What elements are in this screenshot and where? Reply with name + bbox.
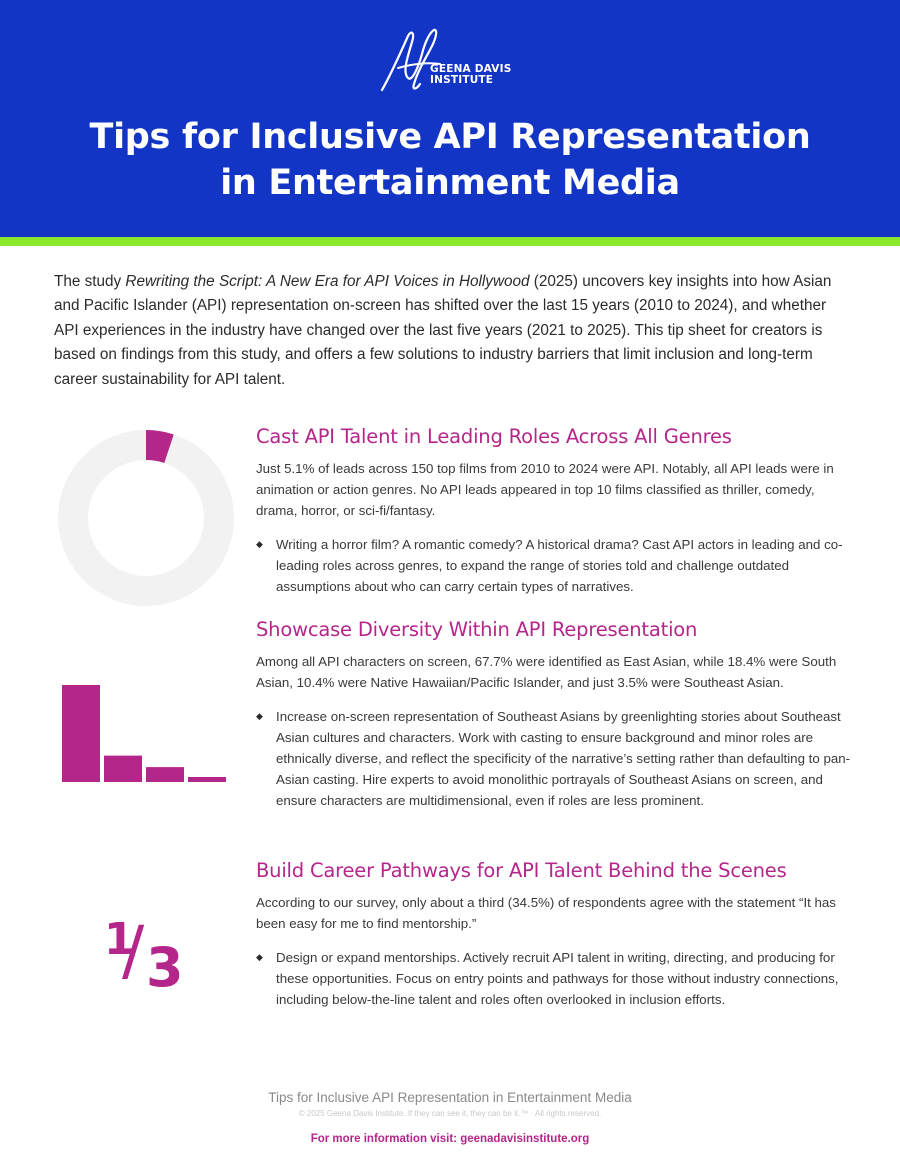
page-title-line-1: Tips for Inclusive API Representation <box>89 117 811 157</box>
bar-southeast-asian <box>188 777 226 782</box>
page-title-line-2: in Entertainment Media <box>220 163 680 203</box>
tip-text: Writing a horror film? A romantic comedy… <box>276 537 843 594</box>
diamond-bullet-icon: ◆ <box>256 539 263 549</box>
page-header: GEENA DAVIS INSTITUTE Tips for Inclusive… <box>0 0 900 237</box>
section-career-pathways: Build Career Pathways for API Talent Beh… <box>256 858 856 1010</box>
section-stat: According to our survey, only about a th… <box>256 895 836 931</box>
donut-api-segment <box>146 430 174 463</box>
study-title: Rewriting the Script: A New Era for API … <box>125 273 530 290</box>
accent-divider <box>0 237 900 246</box>
signature-logo-icon <box>380 28 441 92</box>
section-heading: Build Career Pathways for API Talent Beh… <box>256 859 787 882</box>
footer-title: Tips for Inclusive API Representation in… <box>268 1090 632 1105</box>
tip-bullet: ◆ Increase on-screen representation of S… <box>256 706 856 811</box>
section-heading: Cast API Talent in Leading Roles Across … <box>256 425 732 448</box>
donut-track <box>58 430 234 606</box>
bar-native-hawaiian-pacific-islander <box>146 767 184 782</box>
section-diversity-within-api: Showcase Diversity Within API Representa… <box>256 617 856 811</box>
api-subgroup-bar-chart <box>62 685 226 782</box>
section-heading: Showcase Diversity Within API Representa… <box>256 618 698 641</box>
bar-east-asian <box>62 685 100 782</box>
intro-body: (2025) uncovers key insights into how As… <box>54 273 832 388</box>
logo-wordmark: GEENA DAVIS INSTITUTE <box>430 64 511 86</box>
tip-text: Design or expand mentorships. Actively r… <box>276 950 839 1007</box>
page-title: Tips for Inclusive API Representation in… <box>0 114 900 206</box>
diamond-bullet-icon: ◆ <box>256 952 263 962</box>
fraction-numerator: 1 <box>104 914 135 965</box>
footer-copyright: © 2025 Geena Davis Institute. If they ca… <box>298 1109 602 1118</box>
one-third-fraction-graphic: 1 / 3 <box>100 912 210 1002</box>
fraction-denominator: 3 <box>146 936 184 999</box>
tip-text: Increase on-screen representation of Sou… <box>276 709 851 808</box>
tip-bullet: ◆ Design or expand mentorships. Actively… <box>256 947 856 1010</box>
diamond-bullet-icon: ◆ <box>256 711 263 721</box>
fraction-slash: / <box>122 912 145 989</box>
footer-website-link[interactable]: For more information visit: geenadavisin… <box>310 1133 590 1145</box>
section-stat: Among all API characters on screen, 67.7… <box>256 654 837 690</box>
geena-davis-institute-logo[interactable]: GEENA DAVIS INSTITUTE <box>378 28 528 98</box>
tip-bullet: ◆ Writing a horror film? A romantic come… <box>256 534 856 597</box>
leads-donut-chart <box>58 430 234 606</box>
section-cast-leading-roles: Cast API Talent in Leading Roles Across … <box>256 424 856 597</box>
intro-prefix: The study <box>54 273 126 290</box>
intro-paragraph: The study Rewriting the Script: A New Er… <box>54 270 854 392</box>
logo-line-1: GEENA DAVIS <box>430 63 512 75</box>
bar-south-asian <box>104 755 142 782</box>
logo-line-2: INSTITUTE <box>430 74 494 86</box>
section-stat: Just 5.1% of leads across 150 top films … <box>256 461 834 518</box>
